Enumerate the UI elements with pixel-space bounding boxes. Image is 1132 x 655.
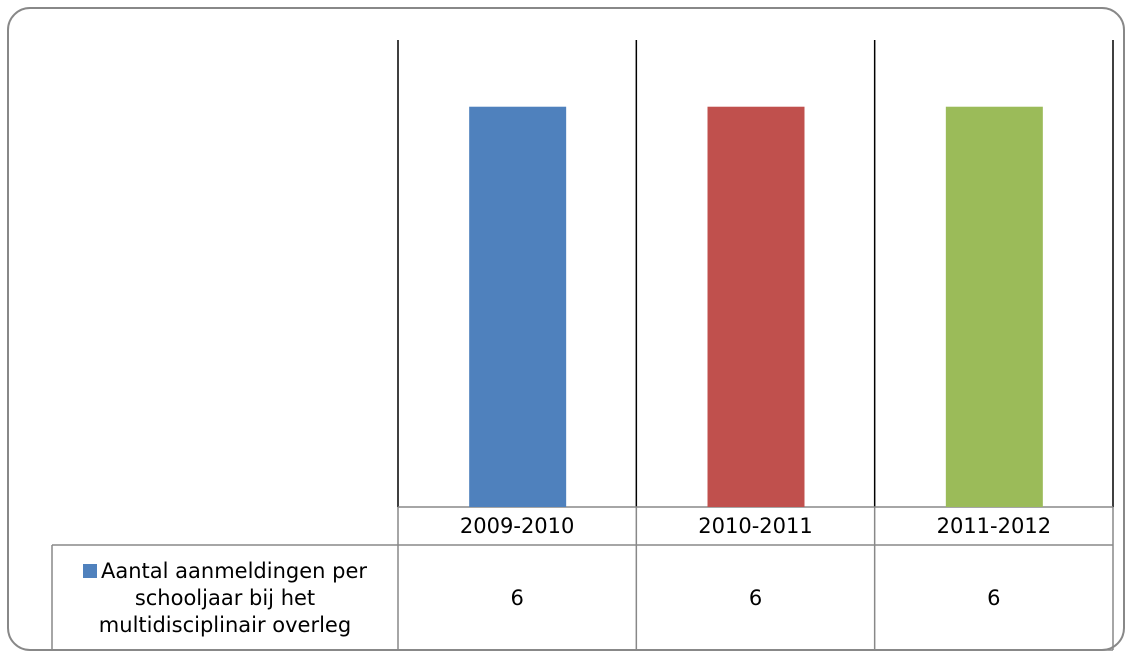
bar [469,106,567,507]
table-value: 6 [749,586,762,610]
table-value: 6 [987,586,1000,610]
table-value: 6 [510,586,523,610]
bar [945,106,1043,507]
bar [707,106,805,507]
legend-key [82,563,97,578]
legend-label: Aantal aanmeldingen per schooljaar bij h… [98,558,367,637]
legend-text-wrap: Aantal aanmeldingen per schooljaar bij h… [56,558,394,639]
x-tick-label: 2010-2011 [698,514,812,538]
x-tick-label: 2011-2012 [937,514,1051,538]
legend-entry: Aantal aanmeldingen per schooljaar bij h… [56,550,394,646]
x-tick-label: 2009-2010 [460,514,574,538]
